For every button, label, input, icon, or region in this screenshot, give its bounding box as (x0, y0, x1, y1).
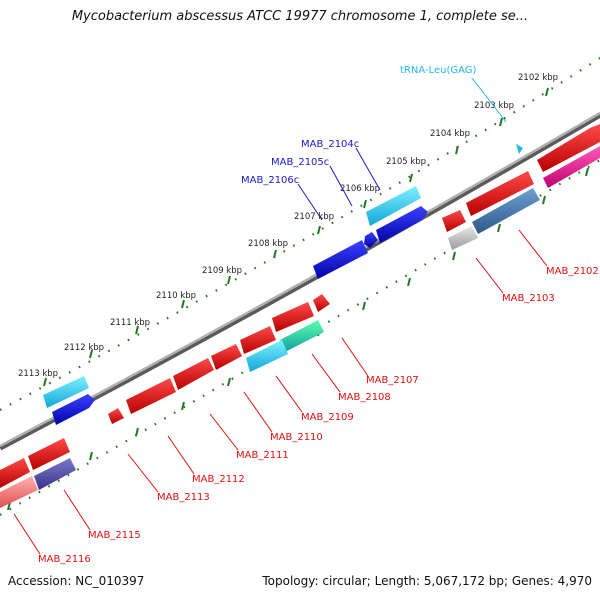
gene-mab-2111 (173, 358, 214, 390)
tick-label: 2107 kbp (294, 212, 334, 222)
gene-mab-2116 (0, 476, 38, 508)
forward-gene-label: tRNA-Leu(GAG) (400, 65, 477, 76)
gene-gray (448, 226, 478, 250)
gene-mab-2103-steel (472, 188, 540, 234)
tick-label: 2102 kbp (518, 73, 558, 83)
reverse-gene-labels: MAB_2102 MAB_2103 MAB_2107 MAB_2108 MAB_2109… (38, 266, 599, 565)
gene-cds-2113c-cyan (43, 376, 89, 408)
summary-text: Topology: circular; Length: 5,067,172 bp… (262, 574, 592, 588)
tick-label: 2110 kbp (156, 291, 196, 301)
forward-gene-labels: tRNA-Leu(GAG) MAB_2104c MAB_2105c MAB_2106c (241, 65, 477, 186)
forward-gene-label: MAB_2105c (271, 157, 329, 168)
tick-label: 2105 kbp (386, 157, 426, 167)
tick-label: 2104 kbp (430, 129, 470, 139)
accession-text: Accession: NC_010397 (8, 574, 145, 588)
reverse-gene-label: MAB_2113 (157, 492, 210, 503)
reverse-genes (0, 124, 600, 508)
gene-mab-2108 (272, 302, 314, 332)
gene-mab-2106c (364, 232, 378, 248)
tick-label: 2112 kbp (64, 343, 104, 353)
map-title: Mycobacterium abscessus ATCC 19977 chrom… (71, 9, 529, 24)
reverse-gene-label: MAB_2115 (88, 530, 141, 541)
reverse-gene-label: MAB_2108 (338, 392, 391, 403)
gene-mab-2107 (313, 294, 330, 312)
reverse-gene-label: MAB_2110 (270, 432, 323, 443)
gene-mab-2102-pink (543, 146, 600, 188)
gene-mab-2110 (211, 344, 242, 370)
forward-gene-label: MAB_2106c (241, 175, 299, 186)
reverse-gene-label: MAB_2109 (301, 412, 354, 423)
gene-trna-leu (516, 144, 523, 154)
gene-mab-2115 (34, 458, 76, 490)
forward-major-ticks (43, 87, 549, 387)
gene-mab-2103 (466, 171, 534, 216)
tick-label: 2113 kbp (18, 369, 58, 379)
gene-mab-2109 (240, 326, 276, 354)
reverse-gene-label: MAB_2111 (236, 450, 289, 461)
gene-cds-2113c-blue (52, 394, 95, 425)
gene-mab-2114 (28, 438, 70, 470)
tick-label: 2106 kbp (340, 184, 380, 194)
gene-mab-2108-teal (280, 320, 324, 352)
gene-mab-2112 (126, 378, 176, 414)
tick-label: 2109 kbp (202, 266, 242, 276)
reverse-gene-label: MAB_2102 (546, 266, 599, 277)
gene-mab-2113 (108, 408, 124, 424)
gene-mab-2102 (537, 124, 600, 172)
gene-cds-2107c (313, 240, 368, 279)
tick-label: 2111 kbp (110, 318, 150, 328)
reverse-gene-label: MAB_2112 (192, 474, 245, 485)
gene-mab-2115-red (0, 458, 30, 488)
forward-gene-label: MAB_2104c (301, 139, 359, 150)
tick-label: 2108 kbp (248, 239, 288, 249)
reverse-gene-label: MAB_2107 (366, 375, 419, 386)
forward-leader-lines (297, 77, 507, 221)
reverse-gene-label: MAB_2116 (38, 554, 91, 565)
gene-small-red (442, 210, 466, 232)
gene-mab-2105c (376, 206, 428, 243)
gene-mab-2104c (366, 186, 421, 226)
forward-genes (43, 144, 523, 425)
reverse-gene-label: MAB_2103 (502, 293, 555, 304)
reverse-leader-lines (13, 229, 548, 555)
gene-mab-2109-cyan (246, 340, 288, 372)
